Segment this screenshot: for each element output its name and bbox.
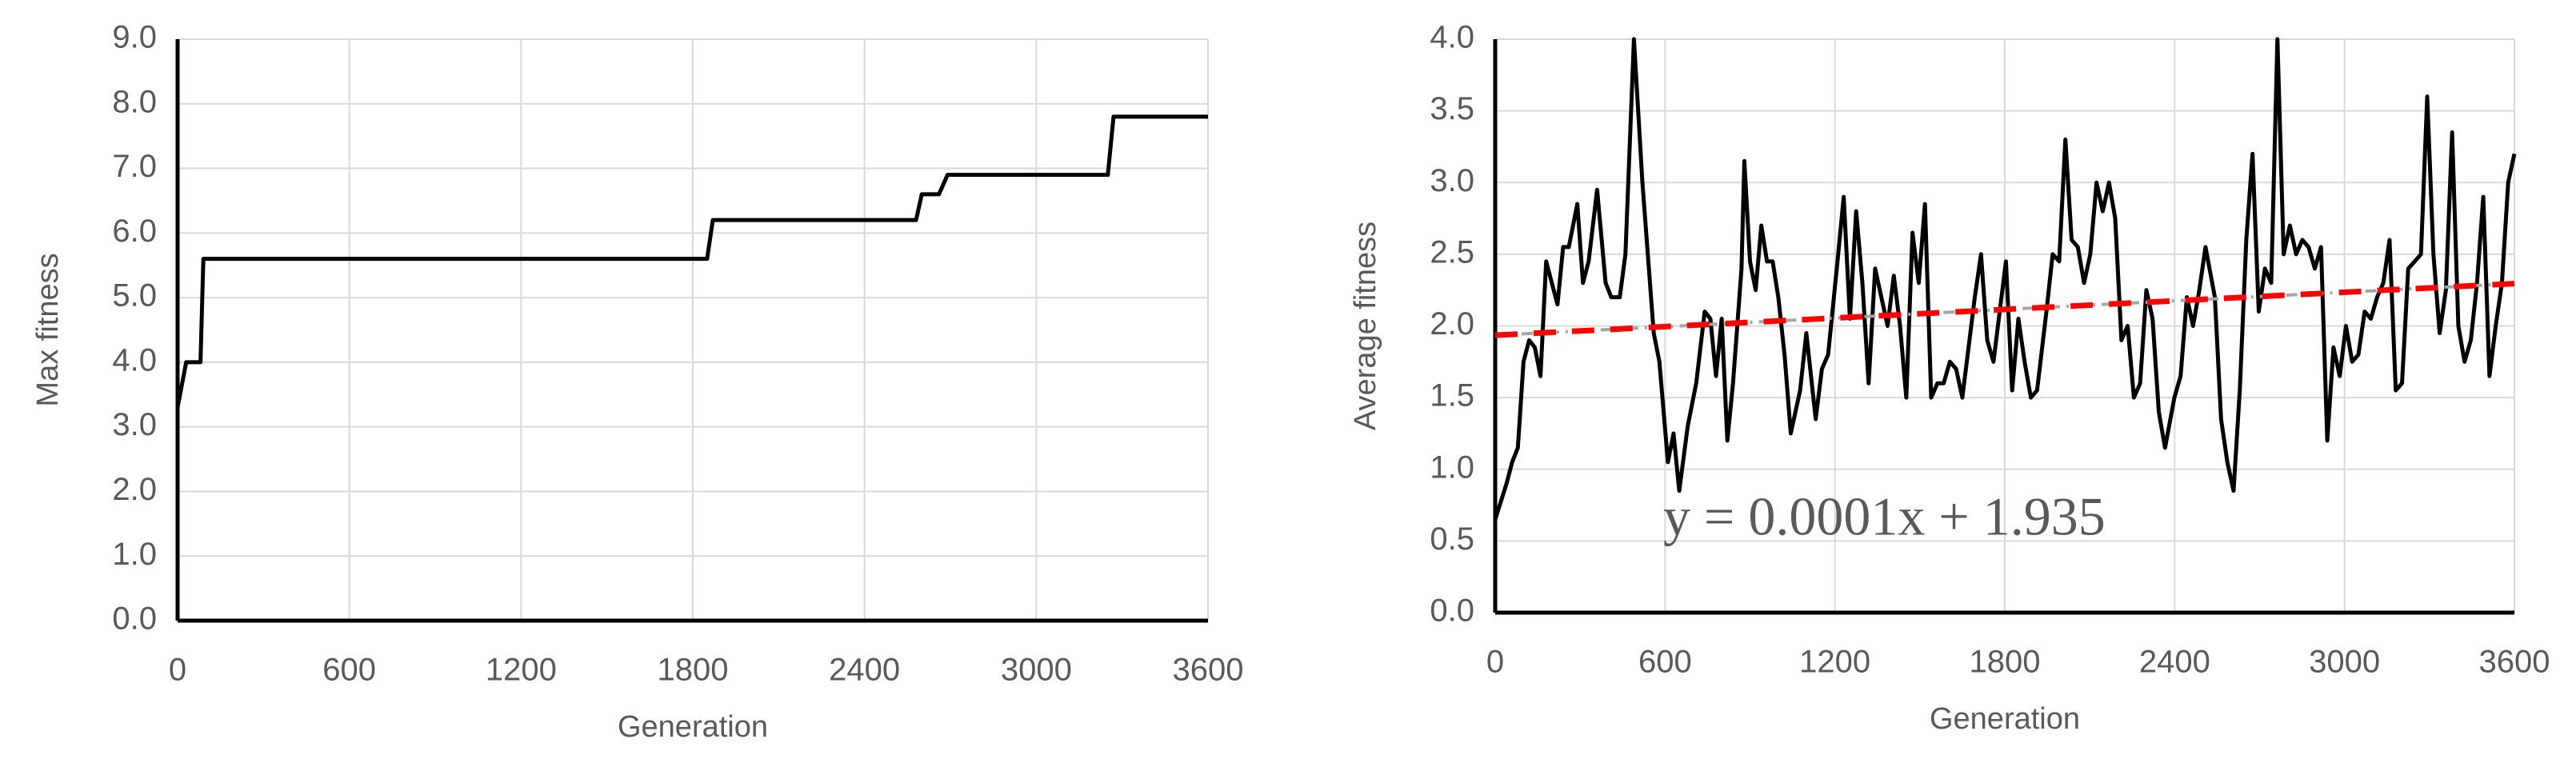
x-tick-label: 3600: [1173, 653, 1244, 688]
y-tick-label: 1.5: [1430, 378, 1474, 413]
x-tick-label: 3600: [2479, 645, 2550, 680]
x-tick-label: 0: [1486, 645, 1504, 680]
y-tick-label: 5.0: [112, 278, 157, 314]
y-axis-title: Average fitness: [1349, 222, 1382, 430]
y-tick-label: 9.0: [112, 20, 157, 55]
y-tick-label: 0.5: [1430, 521, 1474, 557]
y-tick-label: 3.5: [1430, 91, 1474, 126]
x-axis-title: Generation: [1930, 702, 2080, 736]
data-line: [1493, 37, 2517, 521]
y-tick-label: 3.0: [1430, 163, 1474, 198]
y-tick-label: 8.0: [112, 84, 157, 119]
x-tick-label: 3000: [2309, 645, 2380, 680]
x-tick-label: 1200: [1799, 645, 1870, 680]
y-tick-label: 2.0: [112, 472, 157, 507]
x-tick-label: 600: [1638, 645, 1692, 680]
x-tick-label: 3000: [1001, 653, 1072, 688]
y-tick-label: 0.0: [112, 601, 157, 637]
x-tick-label: 1800: [1970, 645, 2041, 680]
x-tick-label: 600: [322, 653, 376, 688]
x-tick-label: 1800: [658, 653, 729, 688]
y-tick-label: 2.5: [1430, 234, 1474, 270]
x-tick-label: 0: [169, 653, 186, 688]
y-tick-label: 1.0: [112, 537, 157, 572]
trendline: [1494, 281, 2515, 338]
y-tick-label: 4.0: [112, 342, 157, 378]
x-tick-label: 2400: [829, 653, 900, 688]
x-tick-label: 2400: [2139, 645, 2210, 680]
data-line: [175, 114, 1208, 408]
y-tick-label: 2.0: [1430, 306, 1474, 342]
y-axis-title: Max fitness: [31, 253, 65, 406]
y-tick-label: 0.0: [1430, 593, 1474, 629]
y-tick-label: 1.0: [1430, 449, 1474, 485]
x-tick-label: 1200: [486, 653, 557, 688]
y-tick-label: 4.0: [1430, 20, 1474, 55]
y-tick-label: 7.0: [112, 149, 157, 184]
y-tick-label: 3.0: [112, 407, 157, 442]
x-axis-title: Generation: [618, 710, 768, 744]
y-tick-label: 6.0: [112, 214, 157, 249]
trendline-equation: y = 0.0001x + 1.935: [1663, 486, 2106, 547]
